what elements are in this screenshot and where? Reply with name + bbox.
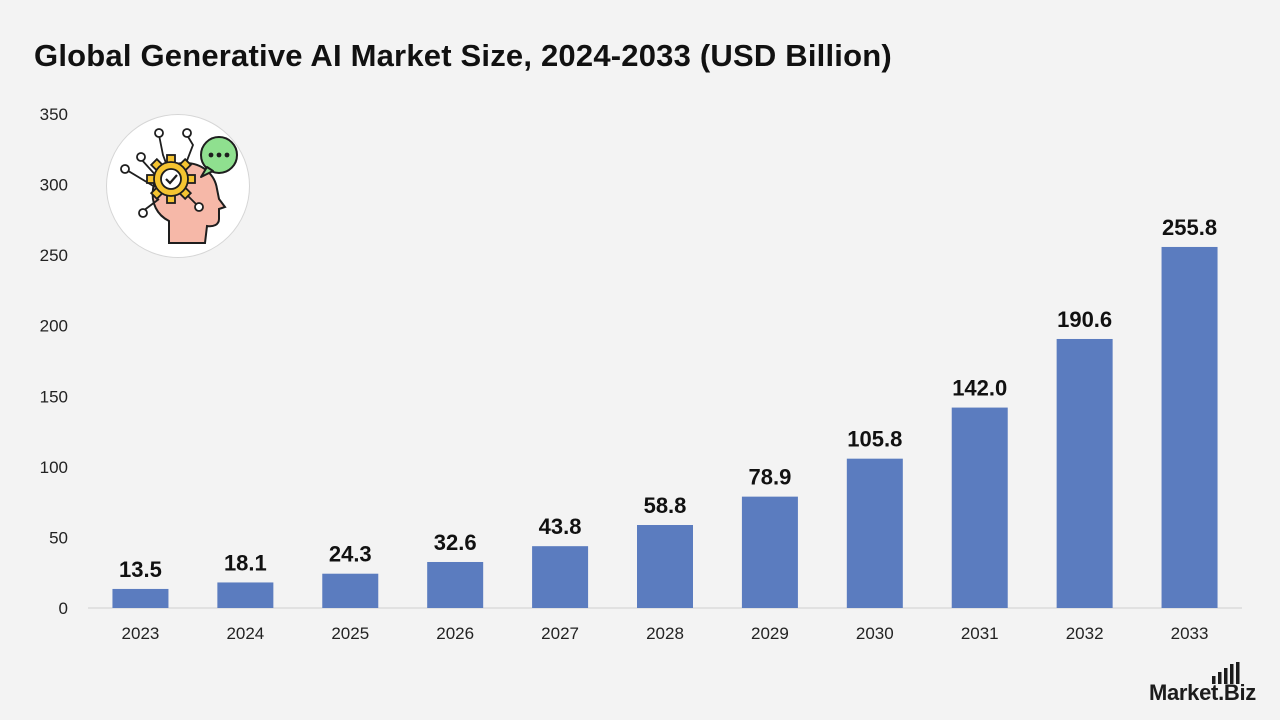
x-tick-label: 2029 [751, 624, 789, 643]
x-tick-label: 2026 [436, 624, 474, 643]
y-tick-label: 200 [40, 317, 68, 336]
y-tick-label: 350 [40, 105, 68, 124]
y-tick-label: 300 [40, 176, 68, 195]
x-tick-label: 2023 [122, 624, 160, 643]
bar [532, 546, 589, 608]
bar [217, 582, 274, 608]
data-label: 190.6 [1057, 307, 1112, 332]
bar [427, 561, 484, 608]
y-tick-label: 150 [40, 387, 68, 406]
ai-head-gear-icon [106, 114, 250, 258]
x-tick-label: 2024 [226, 624, 264, 643]
y-tick-label: 50 [49, 528, 68, 547]
data-label: 18.1 [224, 550, 267, 575]
data-label: 255.8 [1162, 215, 1217, 240]
y-tick-label: 100 [40, 458, 68, 477]
data-label: 142.0 [952, 376, 1007, 401]
bar [951, 407, 1008, 608]
bar [846, 458, 903, 608]
bar [112, 588, 169, 608]
y-tick-label: 250 [40, 246, 68, 265]
chart-title: Global Generative AI Market Size, 2024-2… [34, 38, 892, 73]
x-tick-label: 2032 [1066, 624, 1104, 643]
data-label: 58.8 [644, 493, 687, 518]
bar [1161, 246, 1218, 608]
x-tick-label: 2030 [856, 624, 894, 643]
data-label: 78.9 [748, 465, 791, 490]
x-tick-label: 2025 [331, 624, 369, 643]
bar [741, 496, 798, 608]
data-label: 13.5 [119, 557, 162, 582]
data-label: 32.6 [434, 530, 477, 555]
y-tick-label: 0 [59, 599, 68, 618]
bar-logo-icon [1212, 662, 1240, 684]
x-tick-label: 2027 [541, 624, 579, 643]
data-label: 105.8 [847, 427, 902, 452]
x-tick-label: 2028 [646, 624, 684, 643]
bar [322, 573, 379, 608]
x-tick-label: 2033 [1171, 624, 1209, 643]
bar [1056, 338, 1113, 608]
data-label: 43.8 [539, 514, 582, 539]
brand-logo: Market.Biz [1148, 680, 1256, 705]
data-label: 24.3 [329, 542, 372, 567]
bar [637, 525, 693, 608]
x-tick-label: 2031 [961, 624, 999, 643]
